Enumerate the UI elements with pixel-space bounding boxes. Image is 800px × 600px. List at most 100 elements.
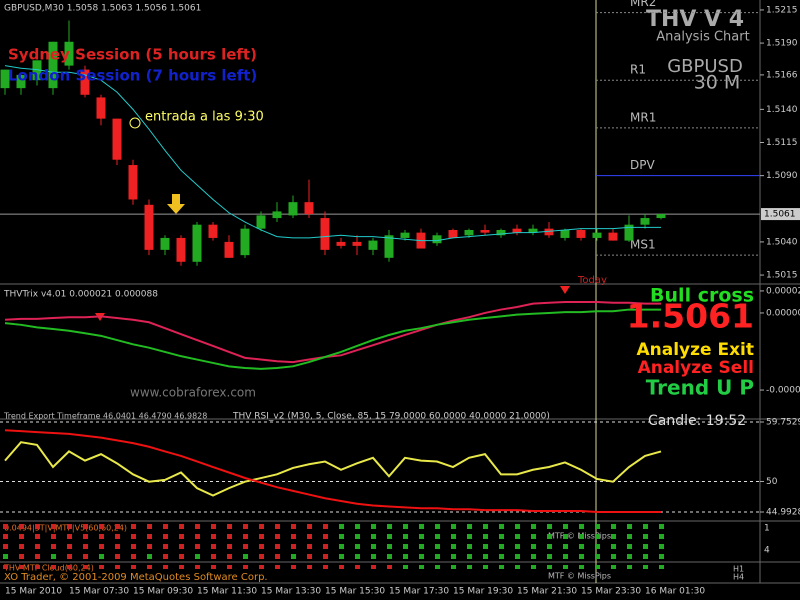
y-tick-label: 1.5190: [766, 39, 798, 49]
mtf-dot: [483, 524, 488, 529]
mtf-dot: [579, 524, 584, 529]
entry-marker: [129, 117, 141, 129]
mtf-dot: [611, 544, 616, 549]
candle-body: [624, 224, 634, 241]
panel-title: THV V 4: [646, 7, 744, 32]
mtf-dot: [387, 544, 392, 549]
candle-body: [192, 224, 202, 262]
cloud-dot: [291, 565, 296, 569]
mtf-dot: [51, 524, 56, 529]
mtf-dot: [323, 524, 328, 529]
y-tick-label: 1.5040: [766, 237, 798, 247]
x-tick-label: 15 Mar 11:30: [197, 587, 257, 597]
cloud-dot: [3, 565, 8, 569]
last-price-label: 1.5061: [764, 210, 796, 220]
mtf-dot: [435, 554, 440, 559]
mtf-dot: [355, 554, 360, 559]
cloud-dot: [323, 565, 328, 569]
mtf-dot: [19, 544, 24, 549]
trix-title: THVTrix v4.01 0.000021 0.000088: [3, 290, 158, 300]
mtf-dot: [179, 544, 184, 549]
mtf-dot: [243, 534, 248, 539]
mtf-row-label: 1: [764, 524, 770, 534]
mtf-dot: [403, 524, 408, 529]
cloud-dot: [371, 565, 376, 569]
mtf-dot: [147, 524, 152, 529]
mtf-dot: [323, 554, 328, 559]
mtf-dot: [595, 544, 600, 549]
mtf-dot: [483, 544, 488, 549]
candle-body: [368, 240, 378, 250]
cloud-dot: [643, 565, 648, 569]
mtf-dot: [467, 554, 472, 559]
cloud-dot: [483, 565, 488, 569]
mtf-dot: [211, 544, 216, 549]
y-tick-label: 50: [766, 477, 778, 487]
cloud-row-label: H4: [733, 573, 744, 582]
x-tick-label: 15 Mar 15:30: [325, 587, 385, 597]
mtf-dot: [595, 534, 600, 539]
mtf-dot: [3, 534, 8, 539]
candle-body: [208, 224, 218, 238]
mtf-dot: [547, 554, 552, 559]
signal-text: Analyze Sell: [638, 358, 754, 378]
mtf-dot: [211, 534, 216, 539]
y-tick-label: 59.7529: [766, 417, 800, 427]
signal-text: Analyze Exit: [636, 340, 754, 360]
candle-body: [432, 235, 442, 244]
mtf-dot: [371, 544, 376, 549]
mtf-dot: [19, 524, 24, 529]
cloud-dot: [19, 565, 24, 569]
cloud-dot: [355, 565, 360, 569]
panel-subtitle: Analysis Chart: [656, 30, 749, 45]
mtf-dot: [131, 524, 136, 529]
mtf-dot: [51, 534, 56, 539]
candle-body: [544, 228, 554, 236]
mtf-dot: [67, 554, 72, 559]
cloud-dot: [35, 565, 40, 569]
cloud-dot: [275, 565, 280, 569]
y-tick-label: 1.5115: [766, 138, 798, 148]
watermark: www.cobraforex.com: [130, 386, 256, 400]
signal-text: Trend U P: [646, 376, 754, 400]
mtf-dot: [531, 524, 536, 529]
mtf-dot: [195, 544, 200, 549]
candle-body: [272, 211, 282, 219]
mtf-dot: [3, 524, 8, 529]
mtf-dot: [291, 544, 296, 549]
mtf-dot: [595, 554, 600, 559]
mtf-dot: [499, 524, 504, 529]
cloud-dot: [307, 565, 312, 569]
mtf-dot: [627, 534, 632, 539]
mtf-dot: [371, 524, 376, 529]
mtf-dot: [115, 554, 120, 559]
mtf-dot: [563, 534, 568, 539]
candle-body: [400, 232, 410, 238]
mtf-dot: [275, 534, 280, 539]
mtf-dot: [403, 534, 408, 539]
cloud-dot: [163, 565, 168, 569]
candle-body: [352, 241, 362, 246]
mtf-dot: [243, 524, 248, 529]
mtf-dot: [435, 524, 440, 529]
pivot-label: R1: [630, 63, 646, 77]
candle-body: [496, 229, 506, 236]
cloud-dot: [227, 565, 232, 569]
mtf-dot: [451, 544, 456, 549]
annotation: entrada a las 9:30: [145, 110, 264, 125]
mtf-dot: [515, 544, 520, 549]
y-tick-label: 1.5090: [766, 171, 798, 181]
rsi-subtitle: Trend Export Timeframe 46.0401 46.4790 4…: [3, 412, 207, 421]
candle-body: [528, 228, 538, 233]
mtf-dot: [355, 534, 360, 539]
mtf-dot: [99, 524, 104, 529]
mtf-dot: [163, 544, 168, 549]
cloud-dot: [435, 565, 440, 569]
mtf-dot: [147, 554, 152, 559]
cloud-dot: [195, 565, 200, 569]
mtf-dot: [83, 554, 88, 559]
mtf-dot: [547, 544, 552, 549]
mtf-dot: [515, 554, 520, 559]
